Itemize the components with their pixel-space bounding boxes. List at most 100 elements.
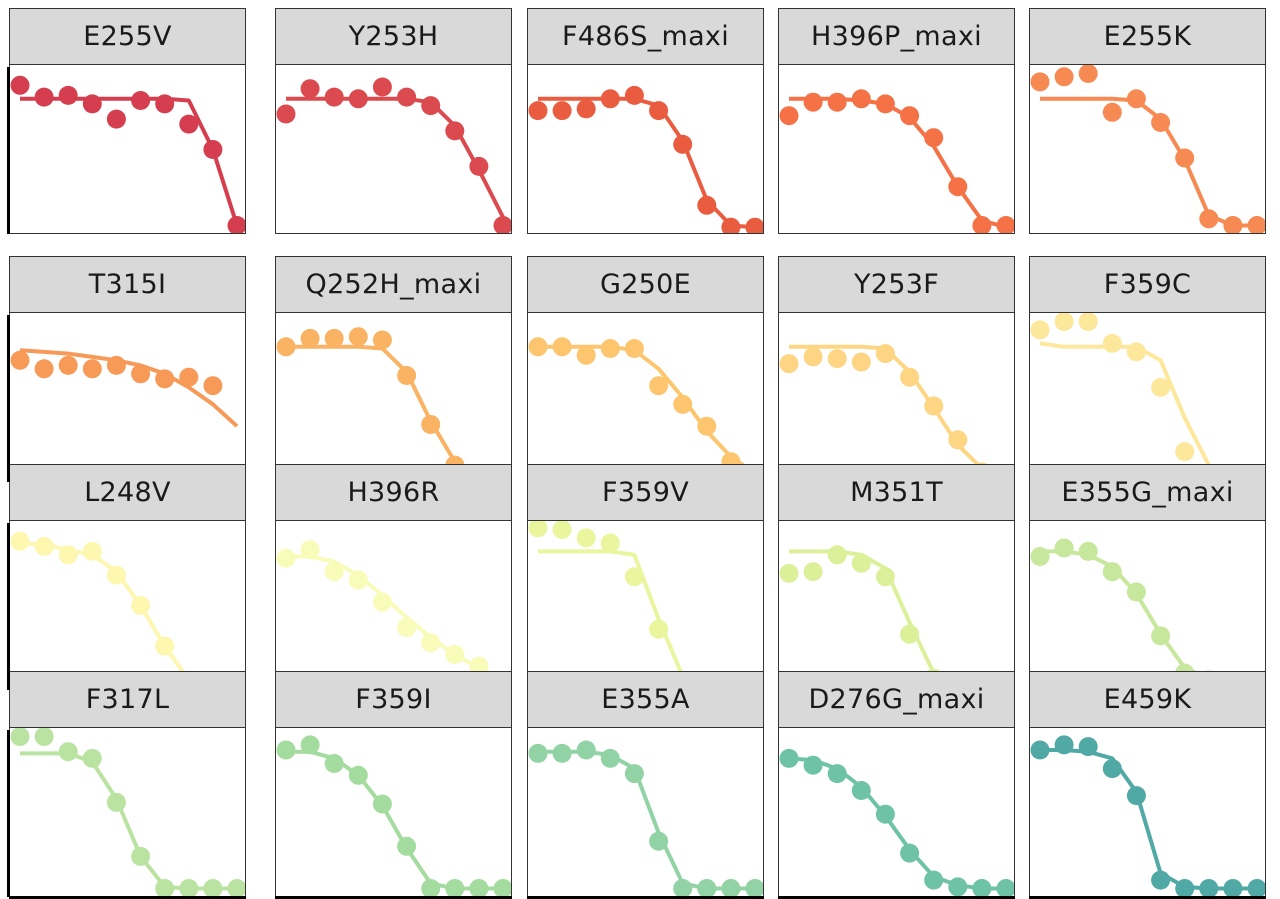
facet-panel: Y253H (275, 8, 512, 234)
dose-response-plot (10, 348, 245, 481)
dose-response-plot (528, 521, 763, 689)
dose-response-plot (1030, 735, 1265, 896)
data-point (1151, 870, 1171, 890)
data-point (779, 563, 799, 583)
data-point (803, 347, 823, 367)
data-point (372, 330, 392, 350)
data-point (1247, 879, 1265, 896)
data-point (1151, 626, 1171, 646)
facet-panel: E355G_maxi (1029, 464, 1266, 690)
plot-area (778, 521, 1015, 690)
facet-panel: H396R (275, 464, 512, 690)
facet-grid: E255V Y253H F486S_maxi H396P_maxi E255K T315I… (7, 8, 1266, 899)
data-point (397, 366, 417, 385)
fit-curve (1040, 96, 1257, 228)
data-point (421, 415, 441, 434)
data-point (779, 748, 799, 768)
dose-response-plot (779, 344, 1014, 481)
data-point (372, 592, 392, 612)
data-point (34, 728, 54, 746)
data-point (10, 75, 30, 95)
data-point (324, 328, 344, 348)
data-point (1102, 102, 1122, 122)
data-point (875, 344, 895, 364)
fit-curve (20, 751, 237, 891)
data-point (1054, 313, 1074, 331)
plot-area (527, 728, 764, 897)
data-point (697, 879, 717, 896)
data-point (624, 339, 644, 358)
facet-title: M351T (778, 464, 1015, 521)
data-point (972, 216, 992, 233)
plot-area (275, 65, 512, 234)
facet-title: Q252H_maxi (275, 256, 512, 313)
data-point (576, 99, 596, 119)
fit-curve (1039, 341, 1257, 476)
data-point (673, 134, 693, 154)
data-point (1030, 740, 1050, 760)
plot-area (527, 521, 764, 690)
facet-title: L248V (9, 464, 246, 521)
data-point (875, 804, 895, 824)
data-point (300, 540, 320, 560)
data-point (227, 216, 245, 233)
data-point (106, 565, 126, 585)
fit-curve (286, 749, 503, 891)
data-point (10, 531, 30, 551)
data-point (1078, 541, 1098, 561)
data-point (576, 345, 596, 365)
facet-panel: D276G_maxi (778, 671, 1015, 897)
data-point (996, 879, 1014, 896)
data-point (924, 396, 944, 416)
dose-response-plot (1030, 538, 1265, 689)
data-point (10, 728, 30, 746)
dose-response-plot (10, 531, 245, 689)
plot-area (1029, 728, 1266, 897)
data-point (673, 879, 693, 896)
fit-curve (538, 749, 755, 891)
data-point (1078, 65, 1098, 83)
fit-curve (20, 96, 239, 227)
facet-title: Y253H (275, 8, 512, 65)
data-point (697, 195, 717, 215)
data-point (624, 764, 644, 784)
data-point (155, 94, 175, 114)
data-point (851, 553, 871, 573)
data-point (58, 742, 78, 762)
facet-panel: F317L (9, 671, 246, 897)
data-point (552, 743, 572, 763)
facet-panel: M351T (778, 464, 1015, 690)
data-point (1175, 148, 1195, 168)
data-point (851, 89, 871, 109)
data-point (82, 94, 102, 114)
data-point (827, 349, 847, 369)
plot-area (527, 65, 764, 234)
facet-panel: F359I (275, 671, 512, 897)
facet-panel: E355A (527, 671, 764, 897)
dose-response-plot (276, 735, 511, 896)
data-point (745, 217, 763, 233)
facet-title: E255V (9, 8, 246, 65)
plot-area (275, 728, 512, 897)
data-point (469, 156, 489, 176)
data-point (421, 633, 441, 653)
facet-title: G250E (527, 256, 764, 313)
facet-title: T315I (9, 256, 246, 313)
data-point (827, 92, 847, 112)
data-point (348, 570, 368, 590)
data-point (900, 106, 920, 126)
plot-area (1029, 313, 1266, 482)
data-point (324, 562, 344, 582)
data-point (827, 545, 847, 565)
facet-panel: F359C (1029, 256, 1266, 482)
data-point (106, 355, 126, 375)
data-point (552, 521, 572, 539)
data-point (1126, 582, 1146, 602)
facet-title: H396P_maxi (778, 8, 1015, 65)
plot-area (527, 313, 764, 482)
plot-area (778, 313, 1015, 482)
plot-area (9, 313, 246, 482)
data-point (1199, 209, 1219, 229)
data-point (300, 79, 320, 99)
data-point (624, 567, 644, 587)
